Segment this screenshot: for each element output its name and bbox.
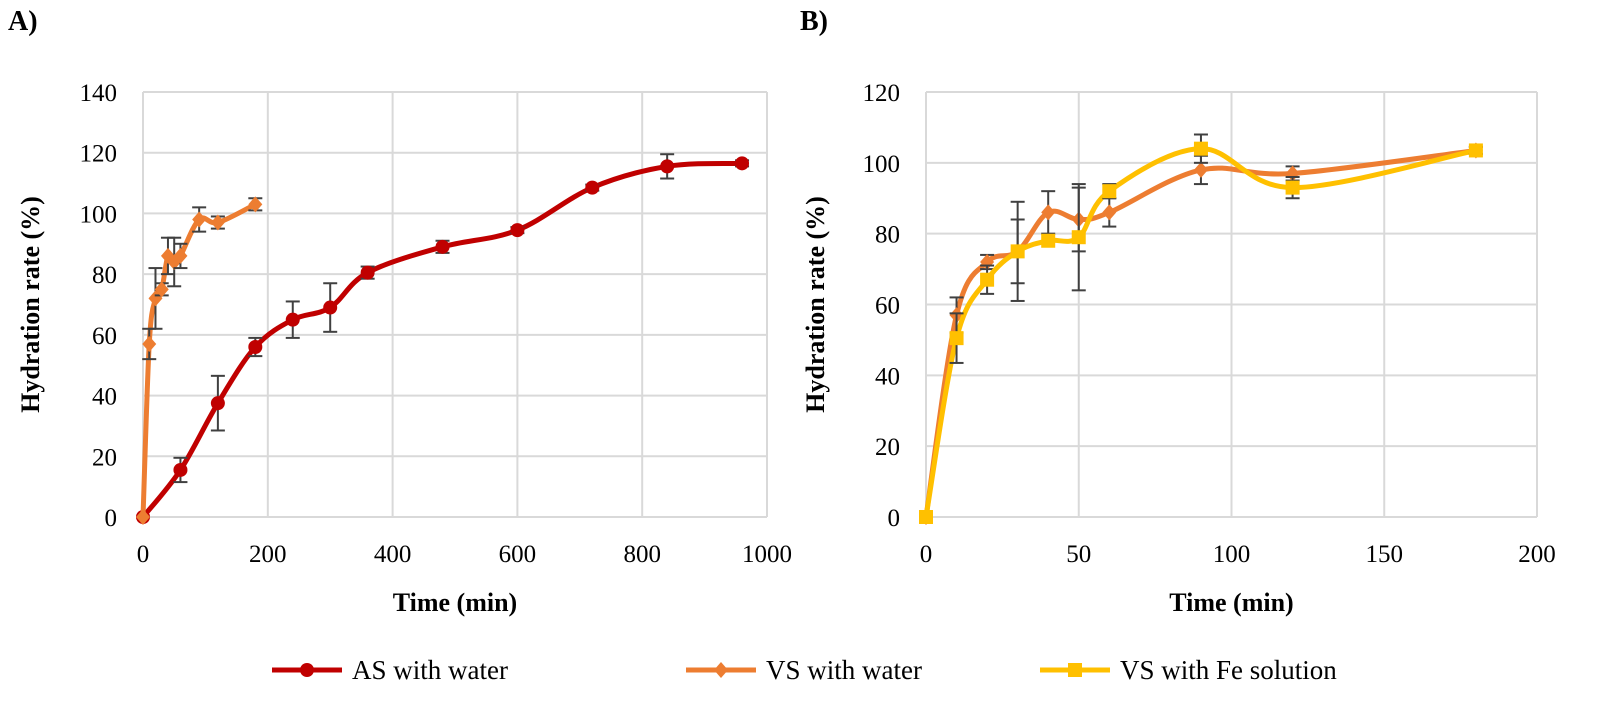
y-tick-label: 40 <box>92 384 117 411</box>
y-tick-label: 120 <box>863 80 901 107</box>
data-point <box>1193 161 1208 178</box>
data-point <box>980 272 995 287</box>
x-tick-label: 400 <box>374 541 412 568</box>
y-tick-label: 80 <box>875 222 900 249</box>
data-point <box>1193 141 1208 156</box>
x-tick-label: 1000 <box>742 541 792 568</box>
data-point <box>360 265 375 280</box>
data-point <box>435 239 450 254</box>
y-tick-label: 0 <box>105 505 118 532</box>
data-point <box>1010 244 1025 259</box>
legend-label: AS with water <box>352 655 508 685</box>
data-point <box>1102 184 1117 199</box>
data-point <box>142 335 157 352</box>
chart-panel-a: 0 20 40 60 80 100 120 140 0 200 400 600 800 1000 Time … <box>8 6 792 617</box>
data-point <box>1041 233 1056 248</box>
x-tick-label: 50 <box>1066 541 1091 568</box>
data-point <box>1285 180 1300 195</box>
x-axis-label: Time (min) <box>393 588 517 617</box>
data-point <box>323 300 338 315</box>
y-tick-label: 60 <box>92 323 117 350</box>
data-point <box>660 159 675 174</box>
x-tick-label: 200 <box>1518 541 1556 568</box>
legend-label: VS with water <box>766 655 922 685</box>
y-tick-label: 80 <box>92 262 117 289</box>
series-as-with-water <box>136 153 750 524</box>
y-tick-label: 100 <box>80 201 118 228</box>
y-axis-label: Hydration rate (%) <box>16 196 45 413</box>
series-line <box>923 147 1477 518</box>
series-vs-with-water <box>136 196 263 525</box>
data-point <box>210 214 225 231</box>
data-point <box>154 281 169 298</box>
data-point <box>919 510 933 524</box>
panel-label: A) <box>8 6 38 37</box>
data-point <box>210 396 225 411</box>
data-point <box>136 509 150 525</box>
data-point <box>1468 143 1483 158</box>
x-axis-label: Time (min) <box>1169 588 1293 617</box>
series-vs-with-fe-solution <box>919 133 1483 524</box>
legend: AS with water VS with water VS with Fe sol… <box>272 655 1337 685</box>
legend-label: VS with Fe solution <box>1120 655 1337 685</box>
legend-marker <box>1068 663 1082 677</box>
data-point <box>949 331 964 346</box>
series-line <box>140 202 257 518</box>
y-tick-label: 120 <box>80 141 118 168</box>
y-tick-label: 0 <box>888 505 901 532</box>
panel-label: B) <box>800 6 828 37</box>
data-point <box>1041 204 1056 221</box>
chart-panel-b: 0 20 40 60 80 100 120 0 50 100 150 200 Time (min) Hyd… <box>800 6 1556 617</box>
data-point <box>248 340 263 354</box>
data-point <box>1071 230 1086 245</box>
y-tick-label: 20 <box>875 434 900 461</box>
data-point <box>248 196 263 213</box>
y-tick-label: 140 <box>80 80 118 107</box>
data-point <box>192 211 207 228</box>
data-point <box>585 180 600 195</box>
data-point <box>1102 204 1117 221</box>
series-line <box>923 146 1477 518</box>
y-tick-label: 20 <box>92 444 117 471</box>
legend-marker <box>300 663 314 677</box>
x-tick-label: 0 <box>137 541 150 568</box>
x-tick-label: 600 <box>499 541 537 568</box>
x-tick-label: 0 <box>920 541 933 568</box>
data-point <box>173 462 188 477</box>
data-point <box>510 223 525 238</box>
y-axis-label: Hydration rate (%) <box>801 196 830 413</box>
y-tick-label: 100 <box>863 151 901 178</box>
data-point <box>285 312 300 327</box>
x-tick-label: 800 <box>623 541 661 568</box>
x-tick-label: 150 <box>1366 541 1404 568</box>
x-tick-label: 100 <box>1213 541 1251 568</box>
legend-marker <box>714 662 728 678</box>
series-vs-with-water <box>919 142 1483 525</box>
data-point <box>173 247 188 264</box>
y-tick-label: 60 <box>875 293 900 320</box>
y-tick-label: 40 <box>875 363 900 390</box>
data-point <box>735 156 750 171</box>
x-tick-label: 200 <box>249 541 287 568</box>
